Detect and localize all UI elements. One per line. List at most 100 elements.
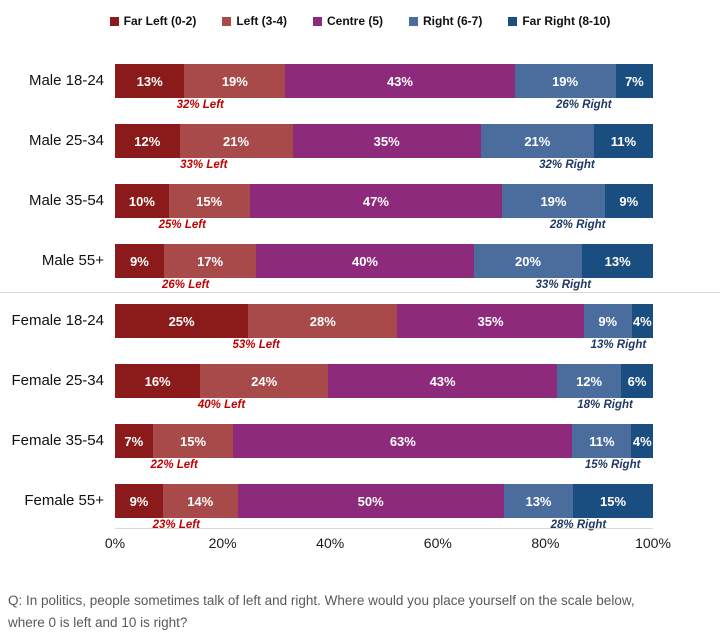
legend-color-swatch	[222, 16, 232, 26]
x-axis-tick: 40%	[316, 535, 345, 551]
right-summary-note: 32% Right	[539, 159, 595, 171]
left-summary-note: 23% Left	[152, 519, 200, 531]
legend-item-label: Left (3-4)	[236, 14, 287, 28]
bar-track: 16% 24% 43% 12% 6% 40% Left 18% Right	[115, 364, 653, 424]
bar-segment: 15%	[152, 424, 234, 458]
category-label: Male 55+	[41, 252, 104, 269]
bar-track: 12% 21% 35% 21% 11% 33% Left 32% Right	[115, 124, 654, 184]
right-summary-note: 15% Right	[584, 459, 641, 471]
category-label: Male 18-24	[28, 72, 104, 89]
legend-item: Far Right (8-10)	[508, 14, 610, 28]
bar-segment: 35%	[397, 304, 584, 338]
legend-color-swatch	[508, 16, 518, 26]
stacked-bar: 10% 15% 47% 19% 9%	[115, 184, 653, 218]
chart-row: Male 35-54 10% 15% 47% 19% 9% 25% Left 28% R…	[0, 184, 653, 244]
bar-segment: 7%	[115, 424, 153, 458]
x-axis-ticks: 0% 20% 40% 60% 80% 100%	[105, 535, 671, 553]
question-caption-line2: where 0 is left and 10 is right?	[8, 614, 188, 630]
category-label: Female 35-54	[11, 432, 104, 449]
left-summary-note: 33% Left	[180, 159, 228, 171]
bar-segment: 14%	[162, 484, 238, 518]
right-summary-note: 13% Right	[590, 339, 647, 351]
chart-row: Male 55+ 9% 17% 40% 20% 13% 26% Left 33% Rig…	[0, 244, 653, 304]
chart-row: Female 55+ 9% 14% 50% 13% 15% 23% Left 28% R…	[0, 484, 654, 544]
bar-segment: 43%	[285, 64, 515, 98]
bar-segment: 63%	[233, 424, 573, 458]
x-axis-tick: 60%	[423, 535, 452, 551]
bar-segment: 15%	[573, 484, 654, 518]
chart-row: Female 25-34 16% 24% 43% 12% 6% 40% Left 18%…	[0, 364, 653, 424]
legend-item-label: Centre (5)	[327, 14, 384, 28]
bar-track: 25% 28% 35% 9% 4% 53% Left 13% Right	[115, 304, 654, 364]
bar-segment: 9%	[115, 484, 163, 518]
left-summary-note: 32% Left	[176, 99, 224, 111]
bar-track: 13% 19% 43% 19% 7% 32% Left 26% Right	[115, 64, 653, 124]
right-summary-note: 28% Right	[550, 519, 607, 531]
chart-rows: Male 18-24 13% 19% 43% 19% 7% 32% Left 26% R…	[0, 64, 654, 544]
left-summary-note: 40% Left	[197, 399, 246, 411]
bar-segment: 47%	[249, 184, 503, 218]
left-summary-note: 26% Left	[161, 279, 210, 291]
category-label: Female 18-24	[11, 312, 104, 329]
bar-segment: 4%	[631, 304, 654, 338]
bar-segment: 40%	[256, 244, 474, 278]
bar-segment: 13%	[503, 484, 574, 518]
chart-row: Male 25-34 12% 21% 35% 21% 11% 33% Left 32% …	[0, 124, 654, 184]
x-axis-tick: 80%	[531, 535, 560, 551]
bar-segment: 7%	[615, 64, 653, 98]
stacked-bar: 25% 28% 35% 9% 4%	[115, 304, 654, 338]
male-female-section-divider	[0, 292, 720, 293]
bar-segment: 12%	[115, 124, 180, 158]
chart-row: Male 18-24 13% 19% 43% 19% 7% 32% Left 26% R…	[0, 64, 653, 124]
bar-track: 9% 17% 40% 20% 13% 26% Left 33% Right	[115, 244, 653, 304]
right-summary-note: 18% Right	[577, 399, 633, 411]
chart-row: Female 35-54 7% 15% 63% 11% 4% 22% Left 15% …	[0, 424, 653, 484]
bar-segment: 17%	[163, 244, 257, 278]
question-caption-line1: Q: In politics, people sometimes talk of…	[8, 593, 635, 608]
bar-segment: 13%	[582, 244, 653, 278]
x-axis-tick: 20%	[208, 535, 237, 551]
legend-item-label: Right (6-7)	[423, 14, 483, 28]
category-label: Male 35-54	[28, 192, 104, 209]
left-summary-note: 53% Left	[232, 339, 280, 351]
right-summary-note: 28% Right	[549, 219, 606, 231]
bar-segment: 9%	[115, 244, 164, 278]
legend-color-swatch	[409, 16, 419, 26]
left-summary-note: 25% Left	[158, 219, 206, 231]
bar-segment: 21%	[480, 124, 594, 158]
bar-segment: 9%	[583, 304, 632, 338]
bar-segment: 19%	[514, 64, 616, 98]
legend-color-swatch	[313, 16, 322, 26]
bar-segment: 28%	[248, 304, 398, 338]
bar-segment: 20%	[473, 244, 583, 278]
x-axis-tick: 0%	[104, 535, 126, 551]
category-label: Female 55+	[24, 492, 104, 509]
bar-track: 7% 15% 63% 11% 4% 22% Left 15% Right	[115, 424, 653, 484]
chart-row: Female 18-24 25% 28% 35% 9% 4% 53% Left 13% …	[0, 304, 654, 364]
legend-item: Right (6-7)	[409, 14, 482, 28]
x-axis-line	[115, 528, 653, 529]
bar-segment: 9%	[604, 184, 653, 218]
right-summary-note: 33% Right	[535, 279, 592, 291]
bar-segment: 16%	[115, 364, 201, 398]
bar-track: 10% 15% 47% 19% 9% 25% Left 28% Right	[115, 184, 653, 244]
bar-segment: 21%	[179, 124, 293, 158]
legend-item: Far Left (0-2)	[109, 14, 197, 28]
stacked-bar: 16% 24% 43% 12% 6%	[115, 364, 653, 398]
bar-segment: 4%	[631, 424, 653, 458]
category-label: Female 25-34	[11, 372, 104, 389]
stacked-bar: 13% 19% 43% 19% 7%	[115, 64, 653, 98]
right-summary-note: 26% Right	[555, 99, 612, 111]
bar-segment: 50%	[237, 484, 504, 518]
bar-segment: 11%	[593, 124, 654, 158]
bar-segment: 19%	[502, 184, 605, 218]
legend-item-label: Far Left (0-2)	[123, 14, 197, 28]
category-label: Male 25-34	[28, 132, 104, 149]
legend-item: Left (3-4)	[222, 14, 287, 28]
stacked-bar: 12% 21% 35% 21% 11%	[115, 124, 654, 158]
bar-segment: 11%	[572, 424, 632, 458]
stacked-bar: 9% 17% 40% 20% 13%	[115, 244, 653, 278]
legend-color-swatch	[109, 16, 119, 26]
x-axis-tick: 100%	[635, 535, 671, 551]
legend-item-label: Far Right (8-10)	[522, 14, 611, 28]
